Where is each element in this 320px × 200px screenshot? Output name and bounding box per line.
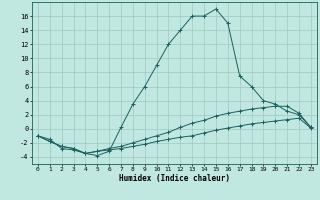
X-axis label: Humidex (Indice chaleur): Humidex (Indice chaleur)	[119, 174, 230, 183]
